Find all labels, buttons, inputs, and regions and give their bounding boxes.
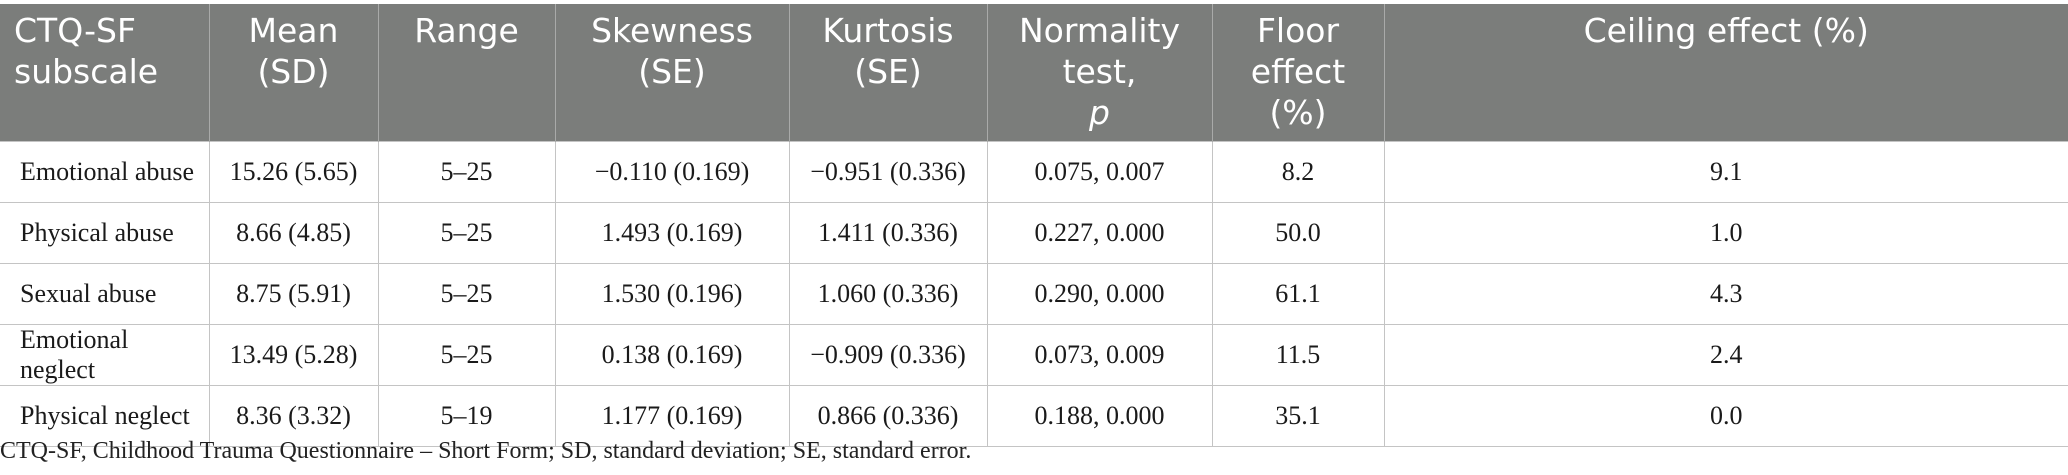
table-row: Physical abuse 8.66 (4.85) 5–25 1.493 (0… <box>0 202 2068 264</box>
table-row: Emotional abuse 15.26 (5.65) 5–25 −0.110… <box>0 141 2068 203</box>
cell-mean-sd: 15.26 (5.65) <box>208 141 379 203</box>
cell-skewness: 1.493 (0.169) <box>554 202 790 264</box>
cell-range: 5–19 <box>377 385 556 447</box>
header-mean-sd: Mean (SD) <box>208 4 378 142</box>
cell-kurtosis: −0.951 (0.336) <box>788 141 988 203</box>
header-range: Range <box>377 4 555 142</box>
header-skewness: Skewness (SE) <box>554 4 789 142</box>
cell-subscale: Emotional abuse <box>0 141 210 203</box>
cell-normality: 0.227, 0.000 <box>986 202 1213 264</box>
cell-subscale: Sexual abuse <box>0 263 210 325</box>
cell-kurtosis: 1.060 (0.336) <box>788 263 988 325</box>
table-footnote: CTQ-SF, Childhood Trauma Questionnaire –… <box>0 438 972 464</box>
cell-subscale: Physical neglect <box>0 385 210 447</box>
header-kurtosis: Kurtosis (SE) <box>788 4 987 142</box>
header-ceiling-effect: Ceiling effect (%) <box>1383 4 2068 142</box>
cell-range: 5–25 <box>377 324 556 386</box>
cell-floor-effect: 61.1 <box>1211 263 1385 325</box>
cell-normality: 0.073, 0.009 <box>986 324 1213 386</box>
table-row: Sexual abuse 8.75 (5.91) 5–25 1.530 (0.1… <box>0 263 2068 325</box>
cell-normality: 0.290, 0.000 <box>986 263 1213 325</box>
header-normality-label: Normality test, <box>1018 11 1181 91</box>
cell-ceiling-effect: 2.4 <box>1383 324 2068 386</box>
cell-range: 5–25 <box>377 263 556 325</box>
cell-normality: 0.188, 0.000 <box>986 385 1213 447</box>
cell-mean-sd: 8.66 (4.85) <box>208 202 379 264</box>
header-normality-test: Normality test, p <box>986 4 1212 142</box>
cell-subscale: Physical abuse <box>0 202 210 264</box>
cell-mean-sd: 13.49 (5.28) <box>208 324 379 386</box>
cell-floor-effect: 35.1 <box>1211 385 1385 447</box>
cell-skewness: −0.110 (0.169) <box>554 141 790 203</box>
cell-skewness: 1.177 (0.169) <box>554 385 790 447</box>
table-row: Physical neglect 8.36 (3.32) 5–19 1.177 … <box>0 385 2068 447</box>
header-floor-effect: Floor effect (%) <box>1211 4 1384 142</box>
table-header-row: CTQ-SF subscale Mean (SD) Range Skewness… <box>0 4 2068 142</box>
ctq-sf-statistics-table: CTQ-SF subscale Mean (SD) Range Skewness… <box>0 4 2068 447</box>
cell-floor-effect: 11.5 <box>1211 324 1385 386</box>
cell-mean-sd: 8.75 (5.91) <box>208 263 379 325</box>
cell-floor-effect: 50.0 <box>1211 202 1385 264</box>
header-subscale: CTQ-SF subscale <box>0 4 209 142</box>
cell-subscale: Emotional neglect <box>0 324 210 386</box>
cell-range: 5–25 <box>377 202 556 264</box>
cell-skewness: 0.138 (0.169) <box>554 324 790 386</box>
cell-ceiling-effect: 0.0 <box>1383 385 2068 447</box>
cell-floor-effect: 8.2 <box>1211 141 1385 203</box>
cell-ceiling-effect: 4.3 <box>1383 263 2068 325</box>
cell-kurtosis: 1.411 (0.336) <box>788 202 988 264</box>
cell-ceiling-effect: 1.0 <box>1383 202 2068 264</box>
cell-normality: 0.075, 0.007 <box>986 141 1213 203</box>
cell-range: 5–25 <box>377 141 556 203</box>
cell-skewness: 1.530 (0.196) <box>554 263 790 325</box>
cell-mean-sd: 8.36 (3.32) <box>208 385 379 447</box>
cell-ceiling-effect: 9.1 <box>1383 141 2068 203</box>
header-normality-p: p <box>1089 93 1110 132</box>
cell-kurtosis: 0.866 (0.336) <box>788 385 988 447</box>
cell-kurtosis: −0.909 (0.336) <box>788 324 988 386</box>
table-row: Emotional neglect 13.49 (5.28) 5–25 0.13… <box>0 324 2068 386</box>
